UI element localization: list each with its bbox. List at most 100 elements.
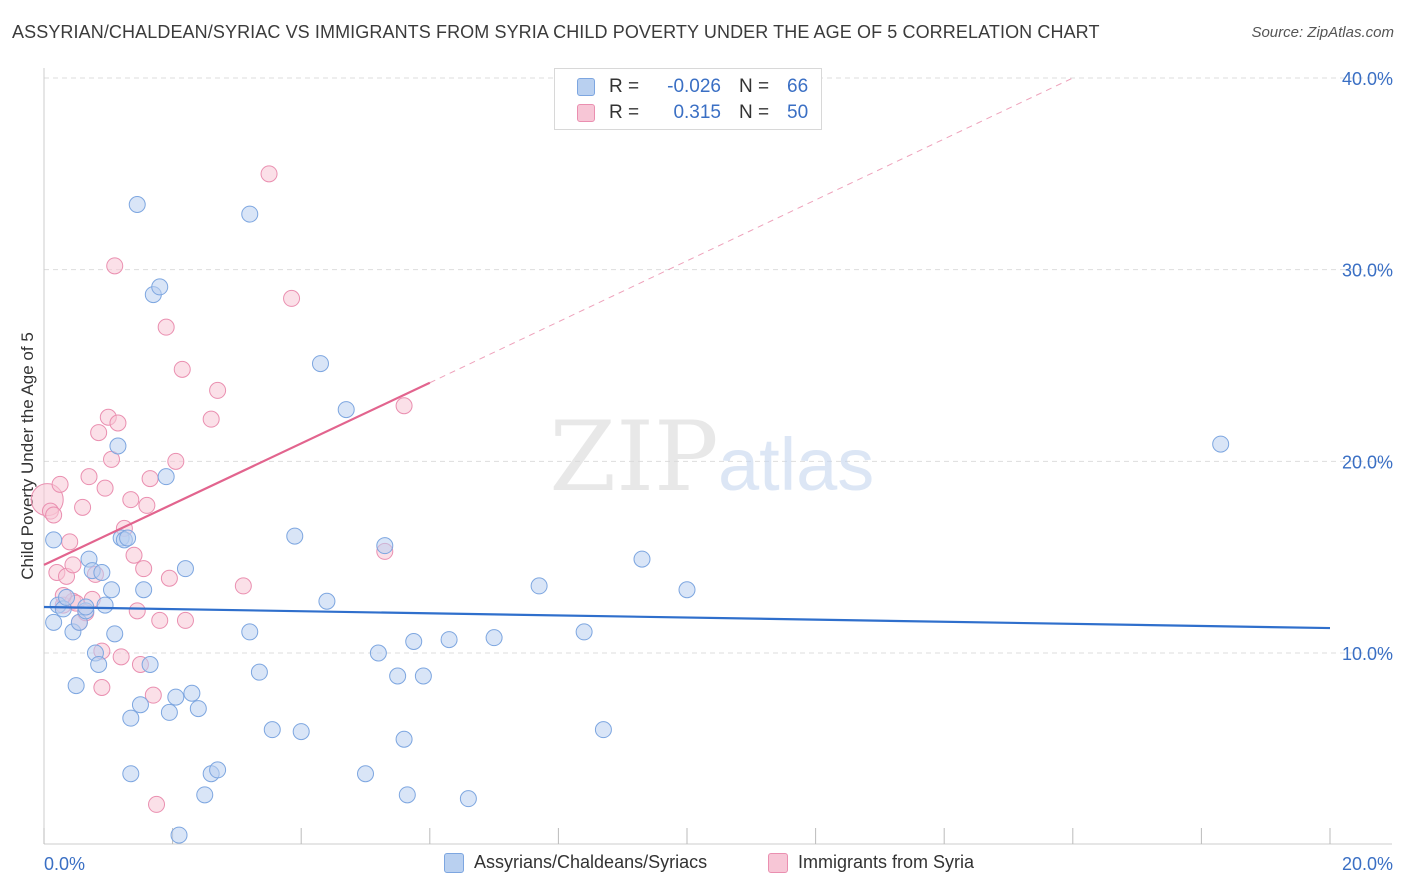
point-assyrians-chaldeans-syriacs — [209, 761, 227, 779]
point-assyrians-chaldeans-syriacs — [241, 205, 259, 223]
point-immigrants-from-syria — [90, 424, 108, 442]
point-assyrians-chaldeans-syriacs — [58, 588, 76, 606]
point-immigrants-from-syria — [128, 602, 146, 620]
point-assyrians-chaldeans-syriacs — [45, 613, 63, 631]
point-assyrians-chaldeans-syriacs — [103, 581, 121, 599]
point-immigrants-from-syria — [144, 686, 162, 704]
point-immigrants-from-syria — [260, 165, 278, 183]
point-assyrians-chaldeans-syriacs — [131, 696, 149, 714]
series-assyrians-chaldeans-syriacs — [45, 196, 1230, 844]
point-assyrians-chaldeans-syriacs — [376, 537, 394, 555]
x-tick-label-max: 20.0% — [1342, 854, 1393, 874]
point-assyrians-chaldeans-syriacs — [440, 631, 458, 649]
point-assyrians-chaldeans-syriacs — [575, 623, 593, 641]
point-immigrants-from-syria — [64, 556, 82, 574]
point-immigrants-from-syria — [138, 496, 156, 514]
point-immigrants-from-syria — [45, 506, 63, 524]
point-assyrians-chaldeans-syriacs — [122, 765, 140, 783]
legend-n-label: N = — [739, 102, 770, 123]
point-assyrians-chaldeans-syriacs — [594, 721, 612, 739]
point-immigrants-from-syria — [74, 498, 92, 516]
point-immigrants-from-syria — [135, 560, 153, 578]
point-immigrants-from-syria — [209, 381, 227, 399]
point-immigrants-from-syria — [96, 479, 114, 497]
bottom-legend-label-assyrians: Assyrians/Chaldeans/Syriacs — [474, 852, 708, 872]
point-assyrians-chaldeans-syriacs — [122, 709, 140, 727]
point-assyrians-chaldeans-syriacs — [459, 790, 477, 808]
point-assyrians-chaldeans-syriacs — [119, 529, 137, 547]
series-immigrants-from-syria — [30, 165, 413, 813]
legend-n-value: 66 — [787, 76, 809, 97]
point-assyrians-chaldeans-syriacs — [160, 703, 178, 721]
point-assyrians-chaldeans-syriacs — [170, 826, 188, 844]
point-immigrants-from-syria — [122, 491, 140, 509]
point-immigrants-from-syria — [157, 318, 175, 336]
point-assyrians-chaldeans-syriacs — [141, 656, 159, 673]
legend-r-label: R = — [609, 102, 640, 123]
point-assyrians-chaldeans-syriacs — [286, 527, 304, 545]
watermark: ZIP atlas — [549, 401, 874, 513]
trend-line-assyrians — [43, 605, 1331, 630]
point-assyrians-chaldeans-syriacs — [311, 355, 329, 373]
point-assyrians-chaldeans-syriacs — [405, 633, 423, 650]
point-assyrians-chaldeans-syriacs — [357, 765, 374, 783]
point-assyrians-chaldeans-syriacs — [398, 786, 416, 804]
point-assyrians-chaldeans-syriacs — [157, 468, 175, 486]
axes — [43, 68, 1392, 845]
x-tick-label-min: 0.0% — [44, 854, 85, 874]
point-assyrians-chaldeans-syriacs — [292, 723, 310, 741]
point-immigrants-from-syria — [160, 569, 178, 587]
point-assyrians-chaldeans-syriacs — [106, 625, 124, 643]
legend-r-label: R = — [609, 76, 640, 97]
grid-lines — [44, 77, 1392, 654]
y-tick-label: 40.0% — [1342, 69, 1393, 89]
tick-labels: 10.0% 20.0% 30.0% 40.0% 0.0% 20.0% — [44, 69, 1393, 874]
point-assyrians-chaldeans-syriacs — [109, 437, 127, 455]
point-assyrians-chaldeans-syriacs — [167, 688, 185, 706]
chart-title: ASSYRIAN/CHALDEAN/SYRIAC VS IMMIGRANTS F… — [12, 22, 1100, 42]
point-immigrants-from-syria — [173, 360, 191, 378]
point-immigrants-from-syria — [112, 648, 130, 666]
point-assyrians-chaldeans-syriacs — [176, 560, 194, 578]
legend-n-label: N = — [739, 76, 770, 97]
legend-r-value: 0.315 — [673, 102, 721, 123]
trend-line-syria — [43, 381, 431, 566]
point-immigrants-from-syria — [109, 414, 127, 432]
point-assyrians-chaldeans-syriacs — [45, 531, 63, 549]
point-immigrants-from-syria — [167, 452, 185, 470]
point-assyrians-chaldeans-syriacs — [395, 730, 413, 748]
point-immigrants-from-syria — [93, 679, 111, 696]
point-assyrians-chaldeans-syriacs — [678, 581, 696, 599]
trend-line-syria-extension — [429, 77, 1074, 384]
point-assyrians-chaldeans-syriacs — [183, 684, 201, 702]
point-assyrians-chaldeans-syriacs — [241, 623, 259, 641]
y-tick-label: 10.0% — [1342, 644, 1393, 664]
point-assyrians-chaldeans-syriacs — [1212, 435, 1230, 453]
point-immigrants-from-syria — [176, 611, 194, 629]
point-assyrians-chaldeans-syriacs — [196, 786, 214, 804]
bottom-legend-label-syria: Immigrants from Syria — [798, 852, 975, 872]
point-immigrants-from-syria — [151, 611, 169, 629]
point-immigrants-from-syria — [61, 533, 79, 551]
point-assyrians-chaldeans-syriacs — [189, 700, 207, 718]
point-assyrians-chaldeans-syriacs — [414, 667, 432, 685]
legend-row-assyrians: R = -0.026 N = 66 — [577, 74, 808, 100]
correlation-legend: R = -0.026 N = 66 R = 0.315 N = 50 — [554, 68, 822, 130]
point-assyrians-chaldeans-syriacs — [263, 721, 281, 739]
point-immigrants-from-syria — [125, 546, 143, 564]
legend-r-value: -0.026 — [667, 76, 721, 97]
source-label: Source: ZipAtlas.com — [1251, 24, 1394, 41]
legend-swatch-blue — [577, 78, 595, 96]
point-assyrians-chaldeans-syriacs — [318, 592, 336, 610]
y-tick-label: 20.0% — [1342, 452, 1393, 472]
point-assyrians-chaldeans-syriacs — [337, 401, 355, 419]
legend-n-value: 50 — [787, 102, 809, 123]
point-assyrians-chaldeans-syriacs — [369, 644, 387, 662]
point-assyrians-chaldeans-syriacs — [151, 278, 169, 296]
point-immigrants-from-syria — [80, 468, 98, 486]
point-assyrians-chaldeans-syriacs — [67, 677, 85, 695]
point-immigrants-from-syria — [283, 289, 301, 307]
bottom-legend-syria: Immigrants from Syria — [768, 852, 974, 873]
y-tick-label: 30.0% — [1342, 261, 1393, 281]
point-immigrants-from-syria — [106, 257, 124, 275]
